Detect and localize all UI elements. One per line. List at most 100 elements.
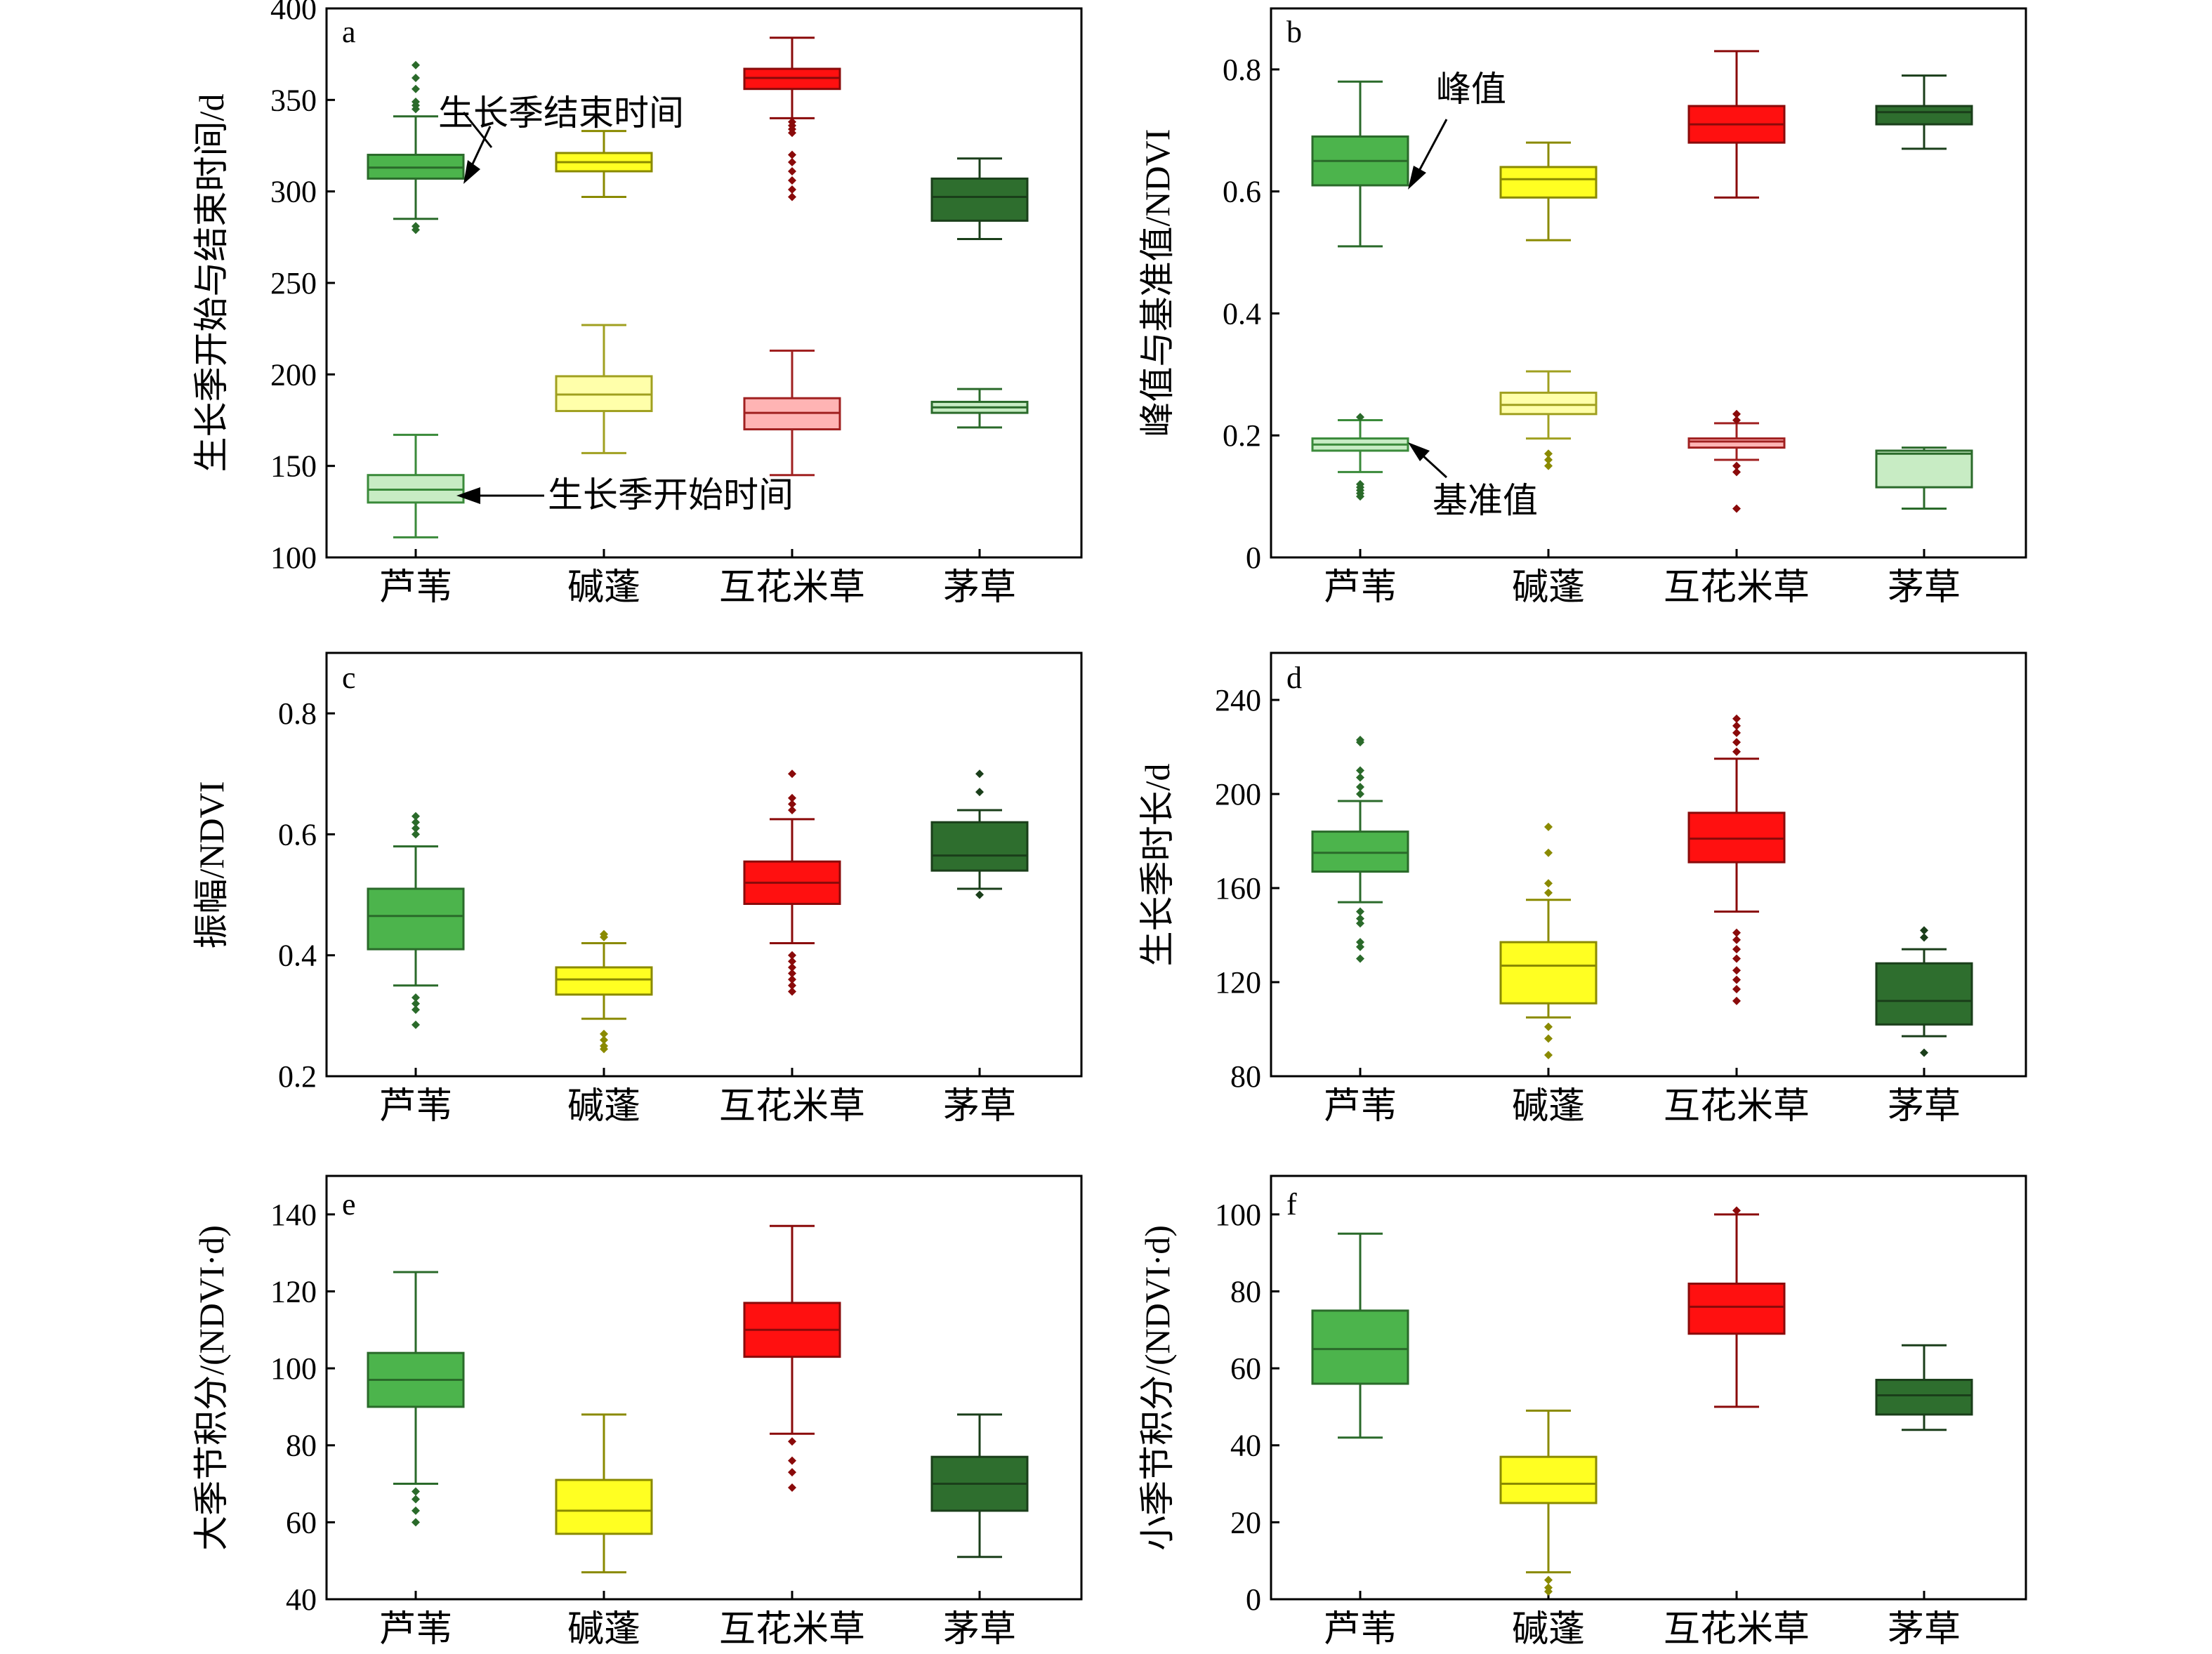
y-tick-label: 60 xyxy=(1230,1351,1261,1386)
outlier-point xyxy=(1356,919,1364,928)
box-iqr xyxy=(930,177,1029,222)
panel-label: f xyxy=(1286,1187,1297,1222)
y-ticks: 40 60 80 100 120 140 xyxy=(270,1198,335,1617)
y-tick-label: 40 xyxy=(1230,1429,1261,1463)
outlier-point xyxy=(788,981,796,990)
outlier-point xyxy=(788,166,796,176)
panel-a: a 生长季开始与结束时间/d 100 150 200 250 300 350 400 芦苇 碱… xyxy=(192,0,1083,608)
y-tick-label: 150 xyxy=(270,449,317,484)
x-tick-label: 芦苇 xyxy=(379,1610,452,1650)
arrow-head xyxy=(463,160,480,184)
y-tick-label: 0.8 xyxy=(278,696,317,731)
outlier-point xyxy=(1356,782,1364,791)
outlier-point xyxy=(975,788,984,797)
box-茅草 xyxy=(930,1413,1029,1559)
annotation-base: 基准值 xyxy=(1408,442,1538,520)
outlier-point xyxy=(1544,879,1553,888)
y-tick-label: 250 xyxy=(270,266,317,300)
box-芦苇 xyxy=(367,60,465,234)
outlier-point xyxy=(600,929,608,939)
outlier-point xyxy=(788,1437,796,1446)
outlier-point xyxy=(1732,504,1741,513)
box-碱蓬 xyxy=(1499,1409,1598,1596)
x-tick-label: 互花米草 xyxy=(719,568,865,608)
box-芦苇 xyxy=(367,1271,465,1527)
outlier-point xyxy=(412,823,420,833)
outlier-point xyxy=(788,150,796,159)
outlier-point xyxy=(1732,935,1741,944)
outlier-point xyxy=(412,1005,420,1014)
y-ticks: 100 150 200 250 300 350 400 xyxy=(270,0,335,575)
y-tick-label: 120 xyxy=(1215,965,1261,1000)
box-芦苇 xyxy=(1311,1232,1409,1439)
x-tick-label: 互花米草 xyxy=(1664,1610,1810,1650)
box-iqr xyxy=(1875,962,1973,1026)
plot-frame xyxy=(1270,651,2027,1078)
y-tick-label: 100 xyxy=(1215,1198,1261,1232)
y-tick-label: 80 xyxy=(1230,1274,1261,1309)
x-categories: 芦苇 碱蓬 互花米草 茅草 xyxy=(1324,1068,1961,1127)
outlier-point xyxy=(1732,966,1741,975)
outlier-point xyxy=(1356,735,1364,744)
y-tick-label: 80 xyxy=(286,1429,317,1463)
y-tick-label: 0.2 xyxy=(1223,418,1261,453)
outlier-point xyxy=(1544,1575,1553,1584)
box-互花米草 xyxy=(743,37,841,201)
box-茅草 xyxy=(930,157,1029,240)
box-iqr xyxy=(930,821,1029,872)
x-tick-label: 芦苇 xyxy=(1324,1087,1397,1127)
outlier-point xyxy=(1544,1050,1553,1059)
outlier-point xyxy=(600,1036,608,1045)
outlier-point xyxy=(788,957,796,966)
box-互花米草 xyxy=(1687,409,1786,513)
outlier-point xyxy=(412,818,420,827)
arrow-shaft xyxy=(469,126,492,169)
outlier-point xyxy=(412,999,420,1008)
outlier-point xyxy=(412,830,420,839)
outlier-point xyxy=(1732,945,1741,954)
box-芦苇 xyxy=(1311,413,1409,501)
outlier-point xyxy=(788,769,796,779)
boxes xyxy=(367,1224,1029,1574)
box-茅草 xyxy=(1875,926,1973,1057)
y-tick-label: 200 xyxy=(270,357,317,392)
plot-frame xyxy=(1270,7,2027,559)
outlier-point xyxy=(412,1506,420,1515)
y-tick-label: 20 xyxy=(1230,1505,1261,1540)
outlier-point xyxy=(788,117,796,126)
annotation-label: 生长季开始时间 xyxy=(548,475,794,515)
panel-label: a xyxy=(342,15,356,49)
y-tick-label: 120 xyxy=(270,1274,317,1309)
outlier-point xyxy=(975,890,984,899)
outlier-point xyxy=(788,800,796,809)
outlier-point xyxy=(1732,714,1741,723)
outlier-point xyxy=(1544,449,1553,458)
outlier-point xyxy=(788,987,796,996)
y-axis-label: 小季节积分/(NDVI·d) xyxy=(1138,1225,1177,1551)
y-ticks: 0 0.2 0.4 0.6 0.8 xyxy=(1223,53,1279,575)
x-tick-label: 茅草 xyxy=(1888,568,1961,608)
panel-d: d 生长季时长/d 80 120 160 200 240 芦苇 碱蓬 互花米草 茅草 xyxy=(1138,651,2027,1127)
outlier-point xyxy=(1732,928,1741,937)
box-互花米草 xyxy=(743,1224,841,1493)
outlier-point xyxy=(600,1041,608,1050)
box-iqr xyxy=(1499,941,1598,1005)
boxes xyxy=(367,37,1029,538)
outlier-point xyxy=(1544,461,1553,470)
annotation-label: 基准值 xyxy=(1433,481,1538,520)
x-tick-label: 碱蓬 xyxy=(1512,1610,1585,1650)
outlier-point xyxy=(1356,479,1364,489)
outlier-point xyxy=(1356,938,1364,947)
x-tick-label: 芦苇 xyxy=(1324,1610,1397,1650)
y-tick-label: 100 xyxy=(270,1351,317,1386)
box-iqr xyxy=(1875,449,1973,489)
outlier-point xyxy=(1356,766,1364,775)
outlier-point xyxy=(1356,773,1364,782)
box-碱蓬 xyxy=(555,1413,653,1574)
annotation-end: 生长季结束时间 xyxy=(438,93,684,184)
box-iqr xyxy=(1875,1379,1973,1416)
box-互花米草 xyxy=(1687,50,1786,199)
outlier-point xyxy=(1544,455,1553,464)
box-茅草 xyxy=(930,388,1029,429)
outlier-point xyxy=(1356,954,1364,963)
